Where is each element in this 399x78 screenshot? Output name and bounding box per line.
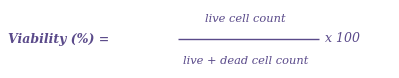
Text: live cell count: live cell count [205,14,286,24]
Text: Viability (%) =: Viability (%) = [8,33,109,45]
Text: live + dead cell count: live + dead cell count [183,56,308,66]
Text: x 100: x 100 [325,33,360,45]
